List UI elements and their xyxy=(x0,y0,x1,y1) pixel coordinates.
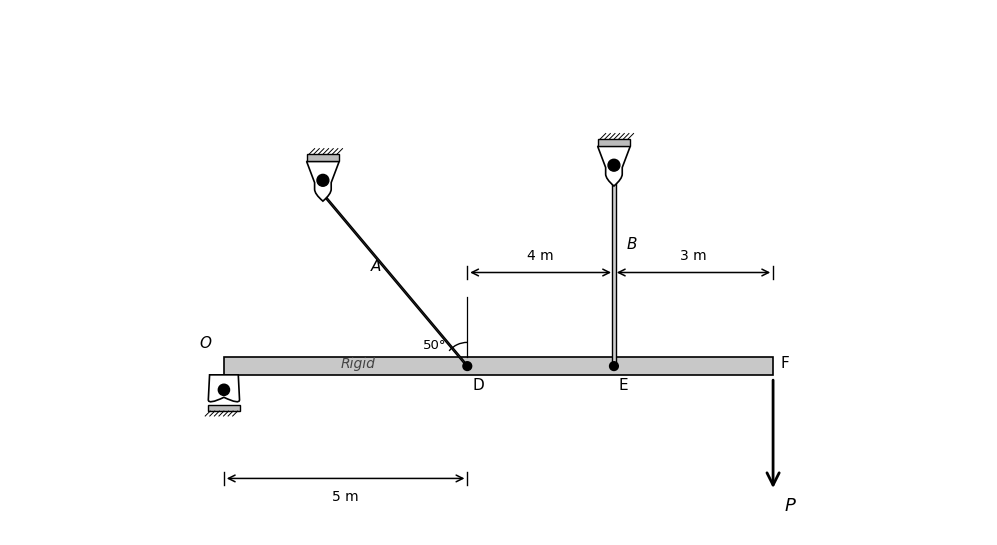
Text: 50°: 50° xyxy=(423,340,447,353)
Text: Rigid: Rigid xyxy=(341,357,376,371)
Circle shape xyxy=(317,174,329,186)
Polygon shape xyxy=(320,191,471,369)
Text: D: D xyxy=(473,378,484,393)
Circle shape xyxy=(463,362,472,371)
Text: 4 m: 4 m xyxy=(527,249,554,263)
Text: 3 m: 3 m xyxy=(680,249,707,263)
Bar xyxy=(611,179,616,366)
Text: E: E xyxy=(619,378,628,393)
PathPatch shape xyxy=(597,146,630,186)
Text: 5 m: 5 m xyxy=(332,489,359,504)
Text: A: A xyxy=(371,259,382,274)
PathPatch shape xyxy=(208,375,239,402)
Text: P: P xyxy=(785,497,796,515)
Text: F: F xyxy=(781,356,790,371)
Bar xyxy=(224,358,773,375)
Bar xyxy=(307,154,339,161)
Circle shape xyxy=(609,362,618,371)
Circle shape xyxy=(218,384,229,396)
Bar xyxy=(208,405,239,411)
Text: O: O xyxy=(199,336,211,351)
Bar xyxy=(597,139,630,146)
Text: B: B xyxy=(626,237,637,252)
Circle shape xyxy=(608,159,620,171)
PathPatch shape xyxy=(307,161,339,201)
